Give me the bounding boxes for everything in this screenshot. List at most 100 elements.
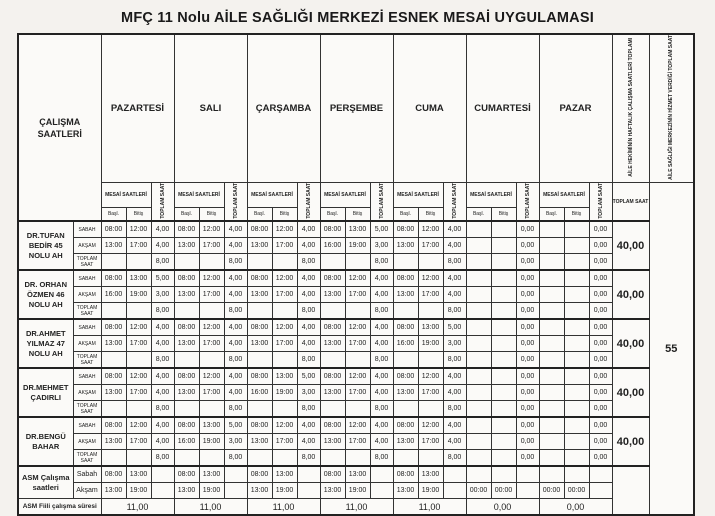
end-time: 19:00 xyxy=(271,384,298,402)
end-time xyxy=(125,449,152,467)
row-label: SABAH xyxy=(72,367,102,386)
toplam-saat-header: TOPLAM SAAT xyxy=(588,181,613,222)
asm-start-time xyxy=(538,465,565,484)
start-time xyxy=(465,416,492,435)
start-time: 08:00 xyxy=(246,367,273,386)
table-row: AKŞAM 13:00 17:00 4,00 13:00 17:00 4,00 13:00 17… xyxy=(18,237,694,255)
start-time: 08:00 xyxy=(319,416,346,435)
mesai-saatleri-header: MESAİ SAATLERİ xyxy=(246,181,298,208)
total-hours: 0,00 xyxy=(515,433,540,451)
row-label: SABAH xyxy=(72,318,102,337)
start-time: 08:00 xyxy=(392,220,419,239)
doctor-name: DR.BENGÜ BAHAR xyxy=(17,416,74,467)
toplam-saat-header: TOPLAM SAAT xyxy=(515,181,540,222)
total-hours: 0,00 xyxy=(588,269,613,288)
start-time xyxy=(538,286,565,304)
start-time: 08:00 xyxy=(392,367,419,386)
end-time: 17:00 xyxy=(417,286,444,304)
start-time: 13:00 xyxy=(392,433,419,451)
end-time xyxy=(563,433,590,451)
start-time: 08:00 xyxy=(392,416,419,435)
end-time xyxy=(125,351,152,369)
start-time xyxy=(538,351,565,369)
end-time: 12:00 xyxy=(198,367,225,386)
start-time xyxy=(538,400,565,418)
total-hours: 8,00 xyxy=(369,449,394,467)
end-time: 12:00 xyxy=(417,416,444,435)
total-hours: 4,00 xyxy=(223,220,248,239)
bitis-header: Bitiş xyxy=(417,206,444,222)
total-hours: 4,00 xyxy=(442,286,467,304)
total-hours: 4,00 xyxy=(369,269,394,288)
start-time xyxy=(538,302,565,320)
total-hours: 3,00 xyxy=(150,286,175,304)
baslangic-header: Başl. xyxy=(392,206,419,222)
start-time xyxy=(319,449,346,467)
total-hours: 5,00 xyxy=(150,269,175,288)
toplam-saat-header: TOPLAM SAAT xyxy=(611,181,650,222)
start-time: 13:00 xyxy=(100,335,127,353)
toplam-saat-label: TOPLAM SAAT xyxy=(524,182,531,219)
total-hours: 8,00 xyxy=(223,253,248,271)
asm-fiili-label: ASM Fiili çalışma süresi xyxy=(17,498,102,516)
total-hours: 8,00 xyxy=(296,351,321,369)
row-label: AKŞAM xyxy=(72,384,102,402)
end-time xyxy=(563,318,590,337)
table-row: AKŞAM 13:00 17:00 4,00 16:00 19:00 3,00 13:00 17… xyxy=(18,433,694,451)
start-time xyxy=(538,237,565,255)
end-time xyxy=(563,384,590,402)
end-time xyxy=(563,416,590,435)
total-hours: 4,00 xyxy=(369,286,394,304)
total-hours: 8,00 xyxy=(296,253,321,271)
end-time xyxy=(271,302,298,320)
day-header: CUMA xyxy=(392,33,467,183)
end-time: 13:00 xyxy=(198,416,225,435)
asm-start-time: 08:00 xyxy=(319,465,346,484)
total-hours: 0,00 xyxy=(588,416,613,435)
start-time: 13:00 xyxy=(100,237,127,255)
table-row: TOPLAM SAAT 8,00 8,00 8,00 8,00 8,00 0,00 0,00 xyxy=(18,351,694,369)
end-time xyxy=(490,449,517,467)
end-time: 17:00 xyxy=(271,335,298,353)
start-time: 08:00 xyxy=(319,367,346,386)
total-hours: 5,00 xyxy=(223,416,248,435)
end-time: 19:00 xyxy=(198,433,225,451)
total-hours: 0,00 xyxy=(515,220,540,239)
day-header: SALI xyxy=(173,33,248,183)
start-time xyxy=(173,400,200,418)
total-hours: 0,00 xyxy=(515,253,540,271)
start-time xyxy=(246,253,273,271)
total-hours: 0,00 xyxy=(588,220,613,239)
total-hours: 4,00 xyxy=(369,433,394,451)
total-hours: 4,00 xyxy=(369,416,394,435)
start-time: 08:00 xyxy=(100,269,127,288)
total-hours: 0,00 xyxy=(515,449,540,467)
total-hours: 4,00 xyxy=(369,318,394,337)
start-time xyxy=(538,253,565,271)
start-time xyxy=(173,351,200,369)
total-hours: 0,00 xyxy=(588,237,613,255)
total-hours: 0,00 xyxy=(515,269,540,288)
end-time xyxy=(490,220,517,239)
asm-fiili-value: 11,00 xyxy=(100,498,175,516)
end-time: 17:00 xyxy=(417,237,444,255)
start-time: 13:00 xyxy=(319,286,346,304)
start-time xyxy=(538,335,565,353)
total-hours: 3,00 xyxy=(369,237,394,255)
end-time: 17:00 xyxy=(344,433,371,451)
end-time: 12:00 xyxy=(198,318,225,337)
start-time: 08:00 xyxy=(246,269,273,288)
end-time: 19:00 xyxy=(344,237,371,255)
toplam-saat-header: TOPLAM SAAT xyxy=(369,181,394,222)
row-label: SABAH xyxy=(72,269,102,288)
end-time xyxy=(563,351,590,369)
total-hours: 8,00 xyxy=(442,400,467,418)
start-time xyxy=(392,351,419,369)
start-time xyxy=(100,302,127,320)
end-time xyxy=(563,449,590,467)
start-time xyxy=(538,220,565,239)
start-time: 13:00 xyxy=(392,384,419,402)
start-time: 08:00 xyxy=(319,318,346,337)
row-label: AKŞAM xyxy=(72,433,102,451)
end-time xyxy=(344,302,371,320)
